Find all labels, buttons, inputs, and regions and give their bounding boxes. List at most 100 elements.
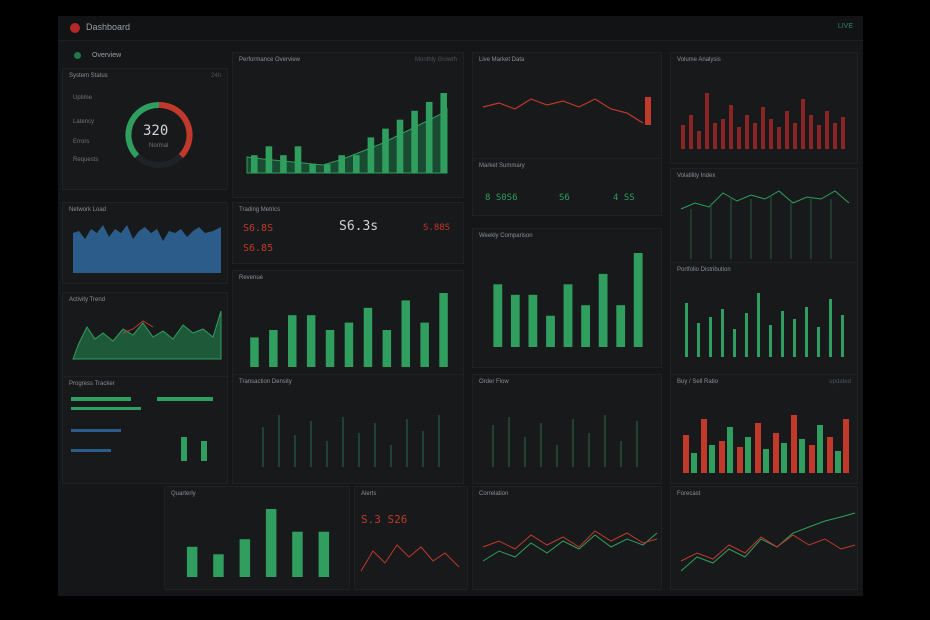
gauge-item: Latency	[73, 119, 95, 125]
progress-bar	[71, 407, 141, 410]
right-lines-chart	[680, 190, 850, 259]
center-bars-panel: Weekly Comparison	[472, 228, 662, 368]
live-price-panel: Live Market Data	[472, 52, 662, 162]
panel-title: Activity Trend	[69, 297, 106, 303]
chart-bar	[338, 155, 345, 173]
chart-bar	[325, 330, 335, 367]
mid-stats-panel: Trading Metrics S6.3s S6.8S S.88S S6.85	[232, 202, 464, 264]
panel-title: System Status	[69, 73, 108, 79]
green-area-series	[72, 310, 222, 360]
panel-title: Quarterly	[171, 491, 196, 497]
red-line-chart	[360, 544, 460, 572]
chart-bar	[265, 146, 273, 173]
red-trend-line	[122, 320, 154, 334]
chart-bar	[269, 330, 278, 367]
chart-bar	[323, 164, 331, 173]
chart-bar	[353, 155, 360, 173]
mixed-chart	[683, 415, 849, 473]
chart-bar	[425, 101, 433, 173]
gauge-chart	[125, 101, 193, 168]
right-line-series	[680, 190, 850, 210]
lines2-chart	[482, 530, 658, 562]
ticker-value: 8 S0S6	[485, 193, 518, 203]
panel-title: Progress Tracker	[69, 381, 115, 387]
chart-bar	[616, 305, 626, 347]
right-value: S.88S	[423, 223, 451, 233]
chart-bar	[367, 137, 375, 173]
ticker-value: S6	[559, 193, 570, 203]
gauge-item: Errors	[73, 139, 90, 145]
gauge-item: Requests	[73, 157, 99, 163]
panel-title: Weekly Comparison	[479, 233, 533, 239]
panel-title: Performance Overview	[239, 57, 301, 63]
live-status-badge: LIVE	[837, 23, 853, 30]
green-series	[482, 532, 658, 562]
blue-area-series	[73, 225, 221, 273]
spike-series	[262, 415, 440, 467]
app-title: Dashboard	[86, 22, 131, 32]
red-bars-chart	[681, 93, 845, 149]
gauge-green-arc	[125, 101, 160, 159]
green-area-chart	[72, 310, 222, 360]
left-value: S6.8S	[243, 223, 274, 234]
mid-bars-chart	[250, 293, 448, 367]
live-price-line	[482, 98, 644, 124]
progress-bar	[71, 429, 121, 432]
chart-bar	[309, 164, 316, 173]
right-lines-panel: Volatility Index	[670, 168, 858, 268]
progress-bar	[71, 397, 131, 401]
panel-meta: 24h	[210, 73, 221, 79]
section-dot-icon	[74, 52, 81, 59]
panel-title: Volume Analysis	[677, 57, 721, 63]
right-bars-panel: Portfolio Distribution	[670, 262, 858, 378]
live-price-marker	[645, 97, 651, 125]
chart-bar	[439, 293, 448, 367]
panel-title: Forecast	[677, 491, 701, 497]
center-value: S6.3s	[339, 219, 379, 234]
chart-bar	[265, 509, 277, 577]
red-bar-series	[681, 93, 845, 149]
chart-bar	[186, 546, 198, 577]
chart-bar	[563, 284, 573, 347]
panel-title: Buy / Sell Ratio	[677, 379, 719, 385]
progress-bar	[71, 449, 111, 452]
chart-bar	[280, 155, 287, 173]
mid-bars-panel: Revenue	[232, 270, 464, 380]
lines3-chart	[680, 512, 856, 572]
spikes-mid-panel: Order Flow	[472, 374, 662, 484]
gauge-item: Uptime	[73, 95, 93, 101]
small-bar	[201, 441, 207, 461]
gauge-value: 320	[143, 123, 169, 139]
chart-bar	[306, 315, 316, 367]
spikes-mid-chart	[492, 415, 638, 467]
small-bars-panel: Quarterly	[164, 486, 350, 590]
lines2-panel: Correlation	[472, 486, 662, 590]
main-area-panel: Performance Overview Monthly Growth	[232, 52, 464, 198]
panel-title: Transaction Density	[239, 379, 292, 385]
right-bars-chart	[685, 293, 844, 357]
red-series	[482, 530, 658, 550]
progress-bar	[157, 397, 213, 401]
panel-title: Alerts	[361, 491, 377, 497]
chart-bar	[318, 531, 330, 577]
alert-value: S.3 S26	[361, 513, 408, 526]
panel-title: Trading Metrics	[239, 207, 281, 213]
chart-bar	[344, 322, 354, 367]
chart-bar	[401, 300, 410, 367]
green-series	[680, 512, 856, 572]
section-title: Overview	[92, 52, 122, 59]
chart-bar	[239, 539, 251, 577]
blue-area-chart	[73, 225, 221, 273]
small-bar	[181, 437, 187, 461]
chart-bar	[528, 294, 538, 347]
small-bars-chart	[186, 509, 330, 577]
chart-bar	[396, 119, 404, 173]
ticker-value: 4 SS	[613, 193, 635, 203]
panel-title: Network Load	[69, 207, 107, 213]
progress-panel: Progress Tracker	[62, 376, 228, 484]
chart-bar	[294, 146, 302, 173]
chart-bar	[251, 155, 258, 173]
app-logo-icon[interactable]	[70, 23, 80, 33]
main-area-chart	[246, 93, 448, 174]
chart-bar	[510, 294, 520, 347]
